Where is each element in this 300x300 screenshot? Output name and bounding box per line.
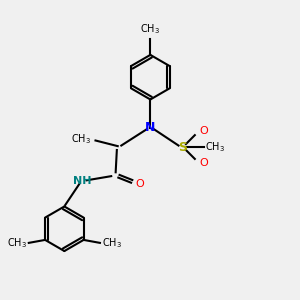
Text: O: O bbox=[136, 179, 144, 189]
Text: NH: NH bbox=[73, 176, 92, 186]
Text: N: N bbox=[145, 121, 155, 134]
Text: CH$_3$: CH$_3$ bbox=[102, 236, 122, 250]
Text: CH$_3$: CH$_3$ bbox=[205, 140, 225, 154]
Text: O: O bbox=[199, 126, 208, 136]
Text: CH$_3$: CH$_3$ bbox=[71, 133, 91, 146]
Text: CH$_3$: CH$_3$ bbox=[7, 236, 27, 250]
Text: O: O bbox=[199, 158, 208, 168]
Text: CH$_3$: CH$_3$ bbox=[140, 23, 160, 37]
Text: S: S bbox=[178, 140, 188, 154]
